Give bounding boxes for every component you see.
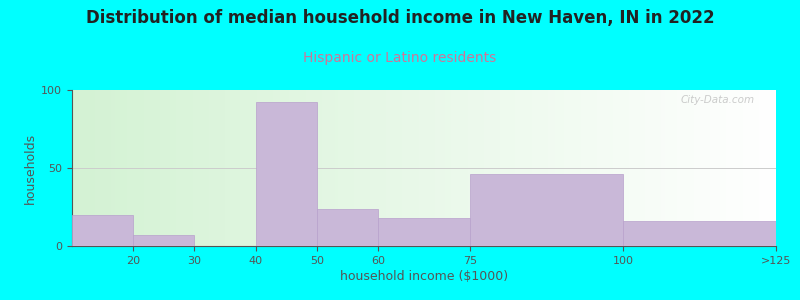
Bar bbox=[623, 221, 776, 246]
Y-axis label: households: households bbox=[24, 132, 37, 204]
Text: Hispanic or Latino residents: Hispanic or Latino residents bbox=[303, 51, 497, 65]
Text: Distribution of median household income in New Haven, IN in 2022: Distribution of median household income … bbox=[86, 9, 714, 27]
Bar bbox=[378, 218, 470, 246]
Bar bbox=[72, 215, 134, 246]
Bar bbox=[317, 208, 378, 246]
Bar bbox=[470, 174, 623, 246]
Text: City-Data.com: City-Data.com bbox=[681, 95, 755, 105]
X-axis label: household income ($1000): household income ($1000) bbox=[340, 270, 508, 283]
Bar bbox=[256, 103, 317, 246]
Bar bbox=[134, 235, 194, 246]
